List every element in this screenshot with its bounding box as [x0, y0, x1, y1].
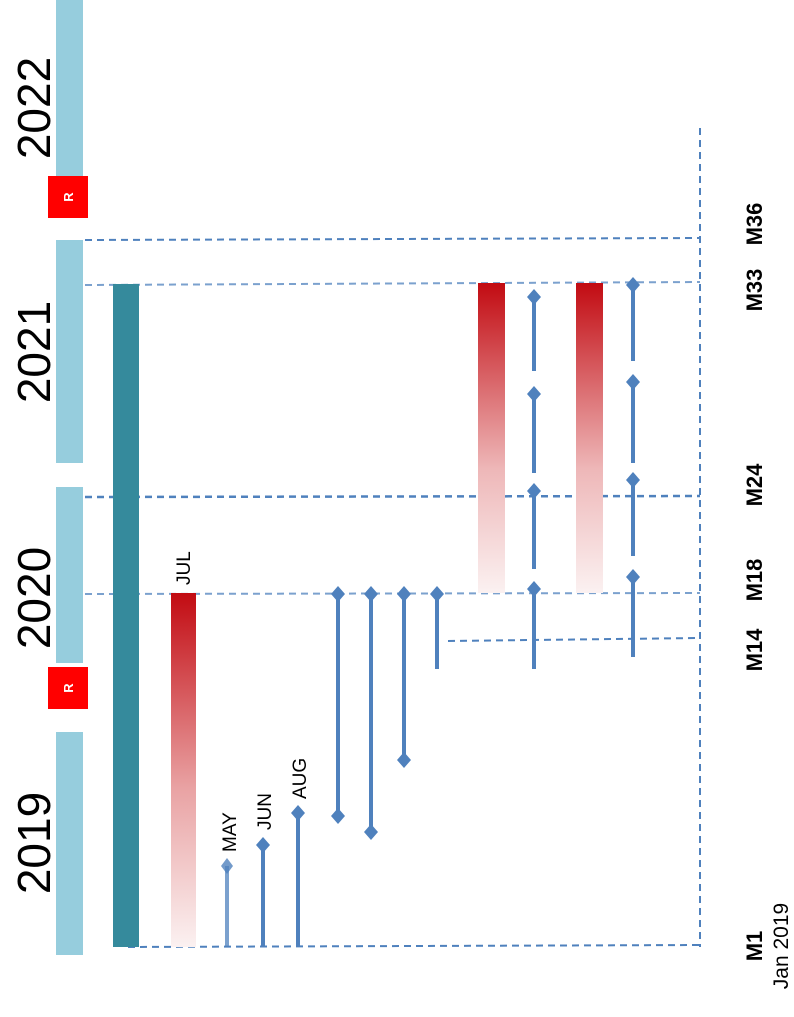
- diamond-t3-bottom: [397, 752, 411, 768]
- review-badge-label: R: [61, 192, 76, 202]
- milestone-label-m18: M18: [742, 559, 767, 602]
- year-band-2022: [56, 0, 83, 183]
- year-label-2019: 2019: [8, 792, 60, 894]
- year-label-2022: 2022: [8, 57, 60, 159]
- guide-m36: [84, 237, 701, 241]
- work-package-jul-2020: [171, 593, 196, 947]
- diamond-a3: [527, 483, 541, 499]
- milestone-label-m24: M24: [742, 463, 767, 507]
- year-band-2020: [56, 487, 83, 663]
- diamond-a4: [527, 581, 541, 597]
- year-band-2019: [56, 732, 83, 955]
- task-lines: [225, 285, 635, 947]
- diamond-jun: [256, 837, 270, 853]
- main-project-bar: [113, 284, 139, 947]
- milestone-label-m36: M36: [742, 203, 767, 246]
- month-label-aug: AUG: [290, 758, 311, 799]
- review-badge-label: R: [61, 683, 76, 693]
- guide-m14: [447, 637, 701, 642]
- year-label-2021: 2021: [8, 301, 60, 403]
- diamond-t2-top: [364, 586, 378, 602]
- diamond-t1-bottom: [331, 808, 345, 824]
- month-label-jun: JUN: [255, 793, 276, 830]
- year-band-2021: [56, 240, 83, 463]
- milestone-label-m14: M14: [742, 628, 767, 672]
- month-label-jul: JUL: [174, 551, 195, 585]
- work-package-m18-m33-a: [478, 283, 505, 593]
- guide-m24: [84, 494, 701, 499]
- diamond-aug: [291, 805, 305, 821]
- diamond-a1: [527, 289, 541, 305]
- diamond-b3: [626, 472, 640, 488]
- year-label-2020: 2020: [8, 547, 60, 649]
- review-badge-2022: R: [48, 176, 88, 218]
- guide-m33: [84, 281, 701, 286]
- milestone-label-m33: M33: [742, 269, 767, 312]
- year-bands: [56, 0, 83, 955]
- month-label-may: MAY: [220, 812, 241, 852]
- diamond-may: [221, 858, 233, 874]
- milestone-label-m1: M1: [742, 931, 767, 962]
- diamond-b1: [626, 277, 640, 293]
- diamond-t1-top: [331, 586, 345, 602]
- diamond-t3-top: [397, 586, 411, 602]
- diamond-b4: [626, 569, 640, 585]
- guide-m1: [127, 944, 701, 948]
- diamond-a2: [527, 386, 541, 402]
- start-date-label: Jan 2019: [770, 903, 793, 989]
- diamond-b2: [626, 374, 640, 390]
- work-package-m18-m33-b: [576, 283, 603, 593]
- review-badge-2020: R: [48, 667, 88, 709]
- task-diamonds: [221, 277, 640, 874]
- diamond-t2-bottom: [364, 824, 378, 840]
- diamond-t4-top: [430, 586, 444, 602]
